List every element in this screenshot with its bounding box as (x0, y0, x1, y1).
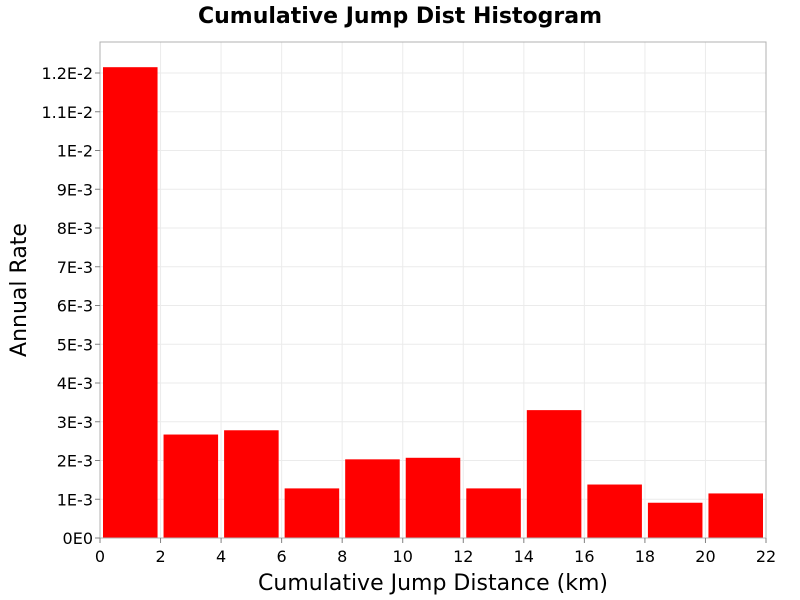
y-tick-label: 7E-3 (57, 258, 93, 277)
y-tick-label: 9E-3 (57, 180, 93, 199)
y-tick-label: 1.1E-2 (41, 103, 93, 122)
x-tick-label: 0 (95, 547, 105, 566)
x-axis-label: Cumulative Jump Distance (km) (258, 571, 608, 596)
y-axis-label: Annual Rate (7, 223, 32, 357)
x-axis-ticks: 0 2 4 6 8 10 12 14 16 18 20 22 (95, 538, 776, 566)
x-tick-label: 12 (453, 547, 473, 566)
histogram-bar (526, 410, 582, 538)
histogram-bar (708, 493, 763, 538)
x-tick-label: 14 (514, 547, 534, 566)
x-tick-label: 2 (155, 547, 165, 566)
y-axis-ticks: 0E0 1E-3 2E-3 3E-3 4E-3 5E-3 6E-3 7E-3 8E-3 9E-3 1… (41, 64, 100, 548)
chart-title: Cumulative Jump Dist Histogram (198, 4, 602, 29)
y-tick-label: 2E-3 (57, 452, 93, 471)
histogram-bar (224, 430, 279, 538)
y-tick-label: 1.2E-2 (41, 64, 93, 83)
y-tick-label: 3E-3 (57, 413, 93, 432)
histogram-bar (405, 457, 461, 538)
x-tick-label: 16 (574, 547, 594, 566)
y-tick-label: 1E-2 (57, 142, 93, 161)
histogram-bar (345, 459, 400, 538)
x-tick-label: 22 (756, 547, 776, 566)
histogram-bar (163, 434, 219, 538)
histogram-bar (284, 488, 340, 538)
histogram-bar (103, 67, 158, 538)
y-tick-label: 5E-3 (57, 335, 93, 354)
histogram-bar (466, 488, 521, 538)
x-tick-label: 8 (337, 547, 347, 566)
x-tick-label: 18 (635, 547, 655, 566)
x-tick-label: 10 (393, 547, 413, 566)
y-tick-label: 8E-3 (57, 219, 93, 238)
x-tick-label: 4 (216, 547, 226, 566)
plot-frame (99, 41, 767, 539)
histogram-bar (647, 502, 703, 538)
y-tick-label: 4E-3 (57, 374, 93, 393)
x-tick-label: 6 (277, 547, 287, 566)
bars (103, 67, 763, 538)
y-tick-label: 0E0 (63, 529, 93, 548)
x-tick-label: 20 (695, 547, 715, 566)
y-tick-label: 6E-3 (57, 297, 93, 316)
y-tick-label: 1E-3 (57, 490, 93, 509)
histogram-bar (587, 484, 642, 538)
